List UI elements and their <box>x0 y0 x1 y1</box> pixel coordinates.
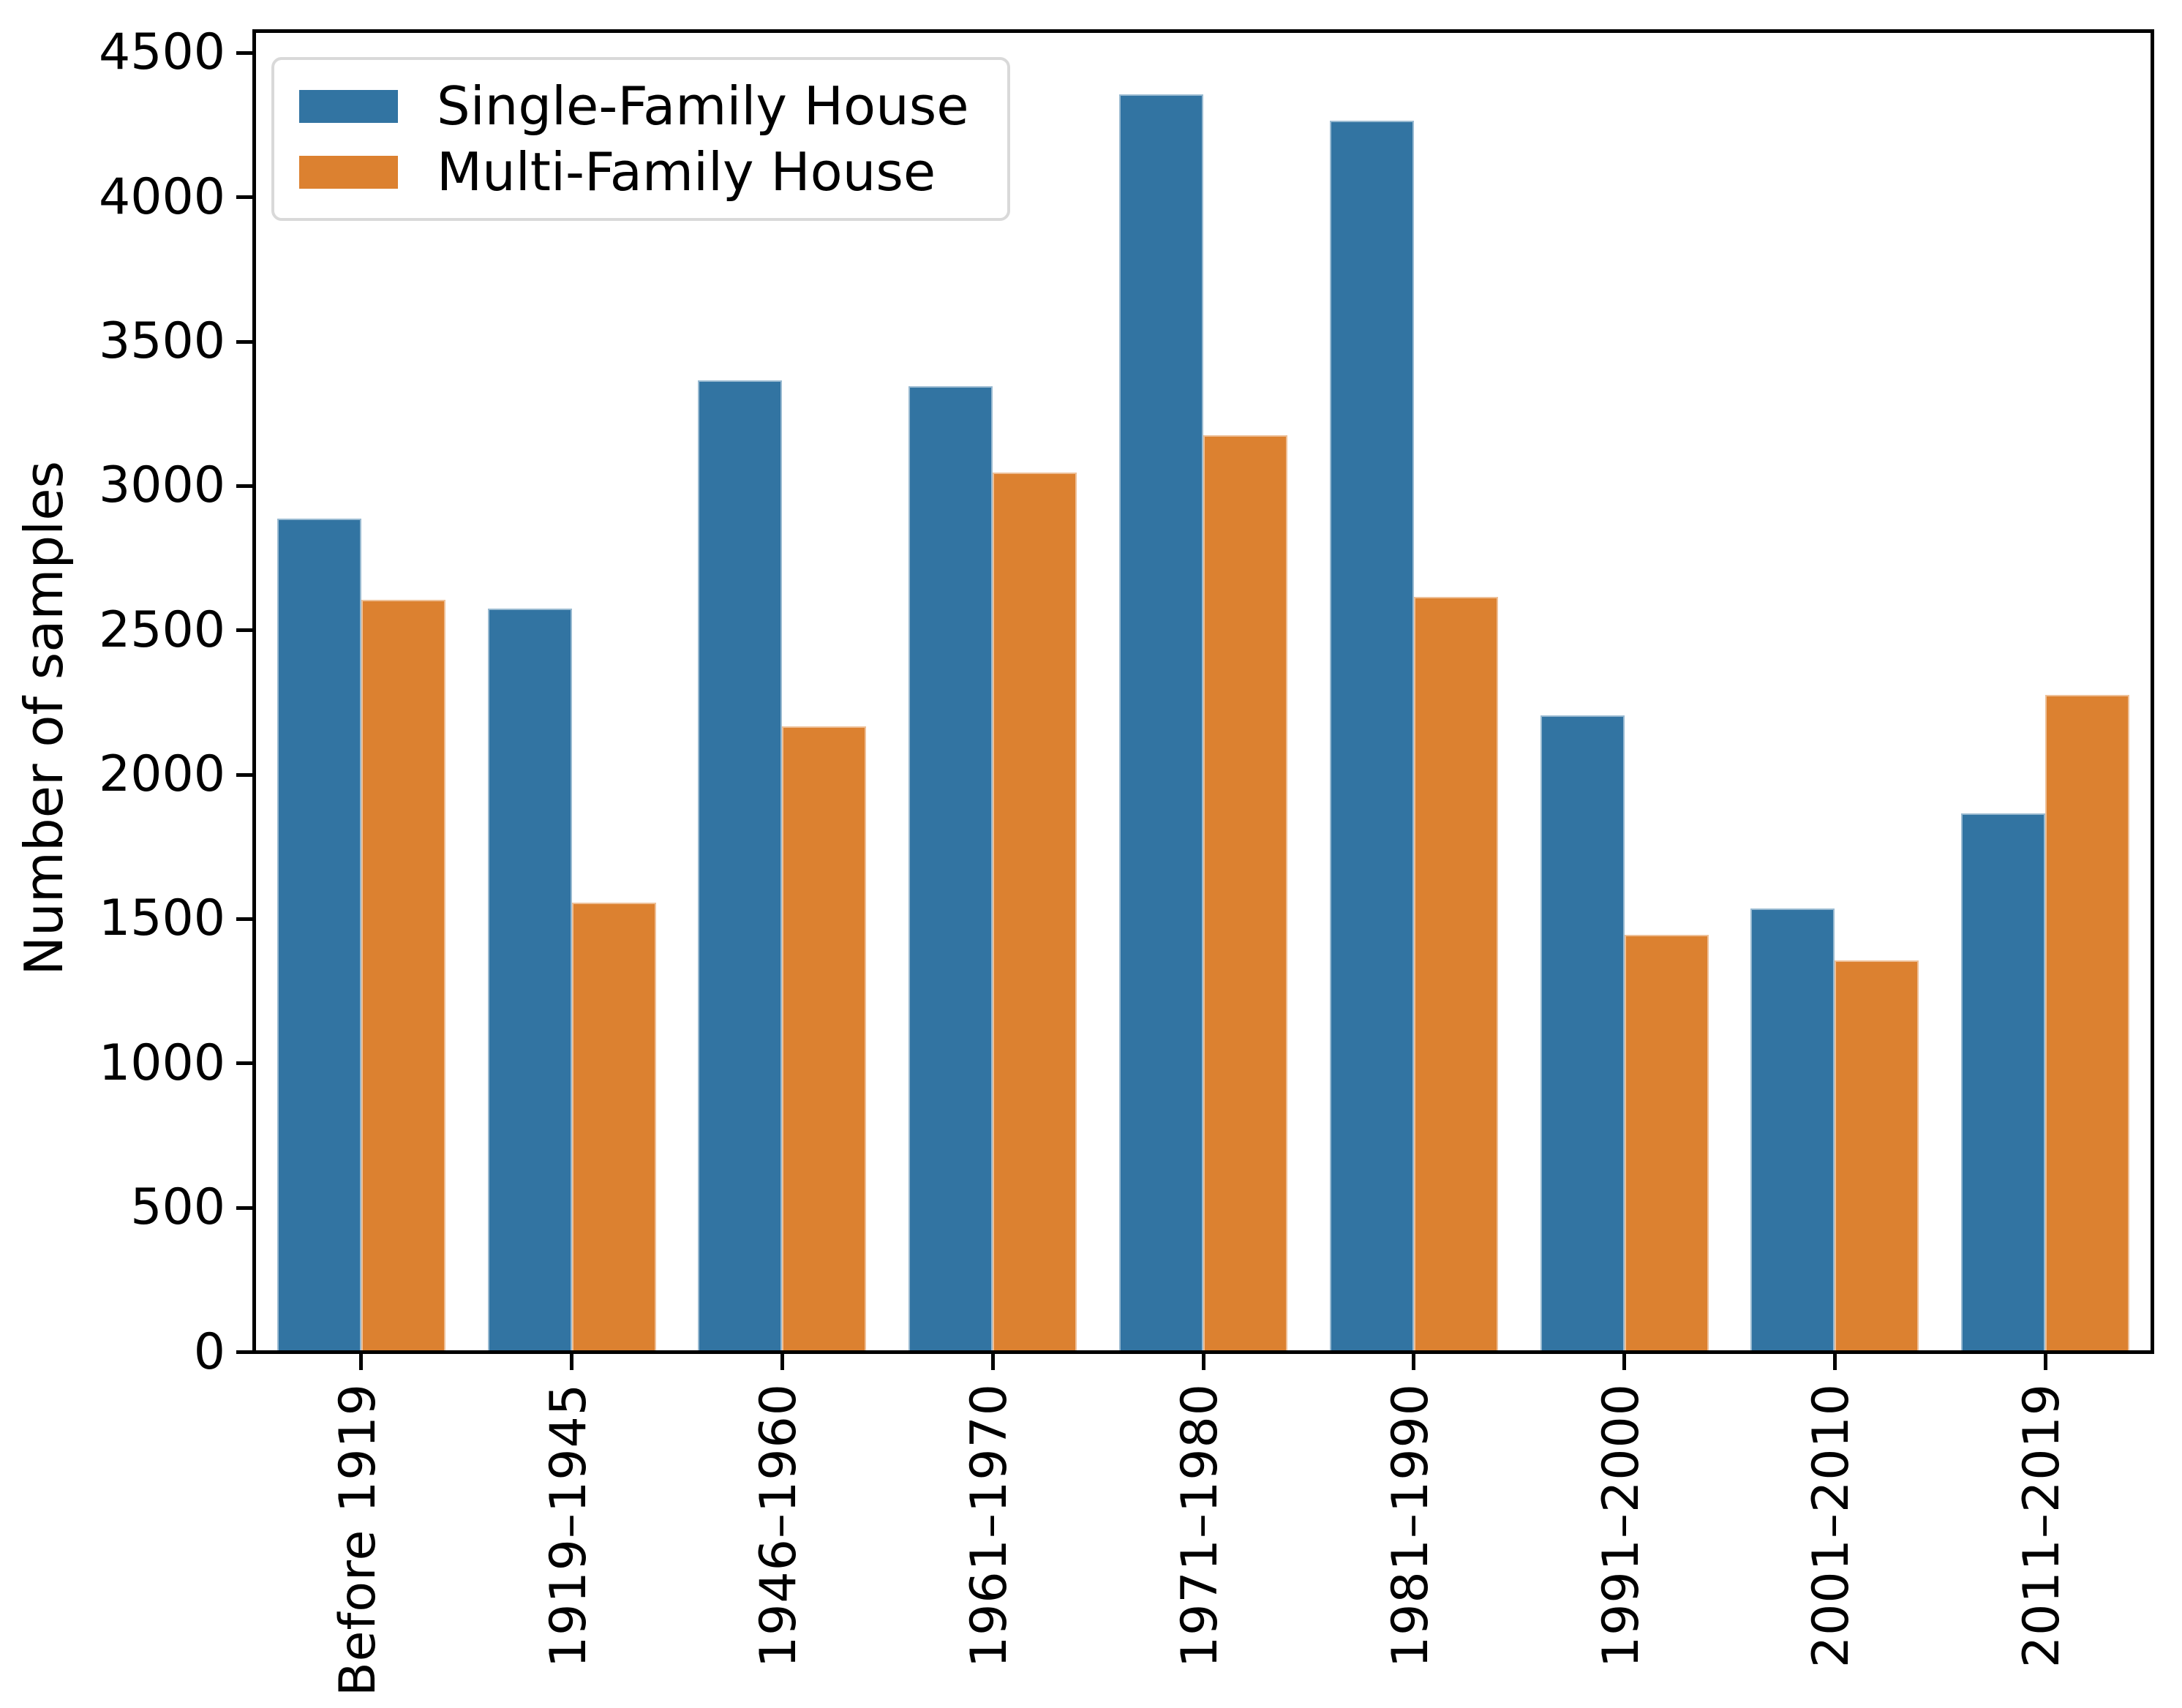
bar-multi-family-house <box>993 473 1077 1350</box>
x-tick-mark <box>1412 1354 1415 1370</box>
bar-single-family-house <box>1330 121 1414 1350</box>
legend-label: Multi-Family House <box>437 141 936 203</box>
legend-row: Multi-Family House <box>299 139 978 205</box>
bar-single-family-house <box>908 386 993 1350</box>
y-tick-label: 3000 <box>98 456 225 514</box>
y-tick-label: 4500 <box>98 23 225 81</box>
y-tick-label: 2000 <box>98 745 225 803</box>
bar-single-family-house <box>1750 908 1835 1350</box>
x-tick-mark <box>2044 1354 2047 1370</box>
x-tick-label: 1991–2000 <box>1592 1383 1650 1669</box>
y-tick-mark <box>236 1061 252 1065</box>
y-tick-mark <box>236 773 252 777</box>
bar-multi-family-house <box>1203 435 1287 1350</box>
legend-row: Single-Family House <box>299 73 978 139</box>
x-tick-mark <box>1202 1354 1205 1370</box>
x-tick-mark <box>570 1354 573 1370</box>
x-tick-mark <box>780 1354 784 1370</box>
bar-multi-family-house <box>1835 960 1919 1350</box>
x-tick-label: 2001–2010 <box>1802 1383 1860 1669</box>
y-tick-label: 2500 <box>98 601 225 659</box>
y-tick-label: 1000 <box>98 1034 225 1092</box>
x-tick-mark <box>359 1354 363 1370</box>
bar-single-family-house <box>488 609 572 1350</box>
y-tick-mark <box>236 1206 252 1210</box>
bar-single-family-house <box>1961 813 2045 1350</box>
bar-multi-family-house <box>2045 695 2129 1350</box>
x-tick-mark <box>991 1354 995 1370</box>
y-tick-label: 500 <box>130 1178 225 1236</box>
y-tick-mark <box>236 340 252 344</box>
x-tick-label: 1961–1970 <box>960 1383 1018 1669</box>
legend: Single-Family House Multi-Family House <box>271 57 1010 221</box>
bar-single-family-house <box>1540 715 1625 1350</box>
x-tick-label: 1946–1960 <box>750 1383 808 1669</box>
legend-swatch <box>299 155 398 189</box>
bar-single-family-house <box>698 380 782 1350</box>
x-tick-mark <box>1622 1354 1626 1370</box>
bar-single-family-house <box>1119 94 1203 1350</box>
y-axis-label: Number of samples <box>13 461 75 976</box>
y-tick-mark <box>236 195 252 199</box>
bar-multi-family-house <box>782 726 866 1350</box>
x-tick-mark <box>1833 1354 1837 1370</box>
legend-label: Single-Family House <box>437 75 969 137</box>
bar-multi-family-house <box>1625 935 1709 1350</box>
y-tick-mark <box>236 628 252 632</box>
x-tick-label: Before 1919 <box>329 1383 387 1696</box>
bar-multi-family-house <box>1414 597 1498 1350</box>
bar-multi-family-house <box>361 600 445 1350</box>
x-tick-label: 2011–2019 <box>2013 1383 2071 1669</box>
plot-area <box>252 29 2154 1354</box>
y-tick-mark <box>236 51 252 55</box>
y-tick-mark <box>236 917 252 921</box>
x-tick-label: 1919–1945 <box>540 1383 598 1669</box>
y-tick-label: 3500 <box>98 312 225 370</box>
y-tick-label: 4000 <box>98 168 225 226</box>
y-tick-mark <box>236 484 252 488</box>
bar-single-family-house <box>277 519 361 1350</box>
x-tick-label: 1971–1980 <box>1171 1383 1229 1669</box>
bar-multi-family-house <box>572 903 656 1350</box>
legend-swatch <box>299 89 398 123</box>
y-tick-mark <box>236 1350 252 1354</box>
y-tick-label: 0 <box>193 1323 225 1381</box>
x-tick-label: 1981–1990 <box>1382 1383 1440 1669</box>
y-tick-label: 1500 <box>98 889 225 947</box>
